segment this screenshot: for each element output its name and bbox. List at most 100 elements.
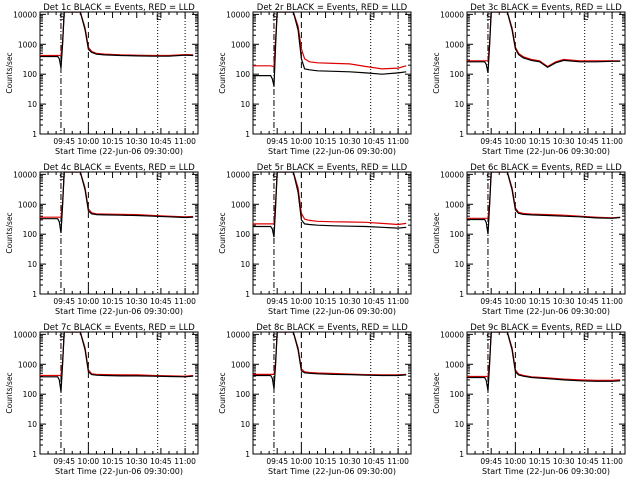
time-marker-label: S (272, 173, 278, 183)
x-axis-label: Start Time (22-Jun-06 09:30:00) (268, 307, 396, 316)
y-tick-label: 1 (459, 130, 464, 139)
y-tick-label: 10 (454, 420, 464, 429)
y-tick-label: 1000 (18, 200, 37, 209)
plot-frame (252, 171, 412, 295)
y-tick-label: 100 (450, 390, 465, 399)
y-axis-label: Counts/sec (218, 372, 227, 413)
panel-title: Det 3c BLACK = Events, RED = LLD (470, 3, 622, 13)
y-tick-label: 1000 (445, 200, 464, 209)
series-events-line (40, 12, 194, 69)
x-tick-label: 10:15 (102, 457, 124, 466)
y-tick-label: 1000 (231, 40, 250, 49)
plot-frame (252, 11, 412, 135)
x-tick-label: 10:30 (339, 457, 361, 466)
x-tick-label: 10:45 (363, 457, 385, 466)
x-tick-label: 11:00 (174, 137, 196, 146)
y-tick-label: 1000 (231, 360, 250, 369)
y-tick-label: 100 (450, 70, 465, 79)
panel-det-1: Det 1c BLACK = Events, RED = LLD 1 10 100 10… (5, 3, 199, 156)
x-tick-label: 10:45 (150, 297, 172, 306)
x-tick-label: 10:15 (315, 137, 337, 146)
panel-det-6: Det 6c BLACK = Events, RED = LLD 1 10 100 10… (432, 163, 626, 316)
series-events-line (467, 332, 621, 391)
x-tick-label: 09:45 (480, 297, 502, 306)
y-tick-label: 1 (459, 450, 464, 459)
y-tick-label: 100 (236, 230, 251, 239)
y-axis-label: Counts/sec (432, 212, 441, 253)
x-tick-label: 10:45 (150, 137, 172, 146)
time-marker-label: S (59, 173, 65, 183)
time-marker-label: S (272, 333, 278, 343)
x-tick-label: 11:00 (387, 457, 409, 466)
y-tick-label: 1 (32, 130, 37, 139)
plot-frame (39, 171, 199, 295)
y-tick-label: 1000 (18, 40, 37, 49)
time-marker-label: E (156, 173, 162, 183)
series-events-line (467, 172, 621, 235)
y-tick-label: 1 (245, 290, 250, 299)
y-axis-label: Counts/sec (5, 52, 14, 93)
plot-frame (252, 331, 412, 455)
y-tick-label: 10000 (13, 170, 37, 179)
x-tick-label: 10:15 (529, 297, 551, 306)
x-tick-label: 10:30 (126, 297, 148, 306)
y-tick-label: 100 (23, 230, 38, 239)
x-axis-label: Start Time (22-Jun-06 09:30:00) (482, 307, 610, 316)
y-axis-label: Counts/sec (432, 52, 441, 93)
y-tick-label: 1 (245, 130, 250, 139)
y-tick-label: 1000 (445, 360, 464, 369)
x-tick-label: 09:45 (480, 137, 502, 146)
y-tick-label: 1 (459, 290, 464, 299)
time-marker-label: S (486, 333, 492, 343)
series-lld-line (253, 12, 407, 70)
x-tick-label: 10:00 (291, 457, 313, 466)
y-tick-label: 10 (454, 260, 464, 269)
x-tick-label: 10:45 (577, 137, 599, 146)
y-tick-label: 10000 (226, 10, 250, 19)
plot-frame (466, 171, 626, 295)
panel-title: Det 9c BLACK = Events, RED = LLD (470, 323, 622, 333)
x-tick-label: 10:15 (529, 137, 551, 146)
panel-title: Det 1c BLACK = Events, RED = LLD (43, 3, 195, 13)
x-tick-label: 10:15 (529, 457, 551, 466)
x-tick-label: 10:30 (339, 137, 361, 146)
x-tick-label: 10:45 (577, 297, 599, 306)
panel-det-9: Det 9c BLACK = Events, RED = LLD 1 10 100 10… (432, 323, 626, 476)
time-marker-label: E (369, 13, 375, 23)
time-marker-label: E (369, 333, 375, 343)
y-axis-label: Counts/sec (5, 372, 14, 413)
time-marker-label: E (583, 173, 589, 183)
x-tick-label: 10:45 (150, 457, 172, 466)
x-tick-label: 10:30 (553, 137, 575, 146)
x-tick-label: 11:00 (387, 297, 409, 306)
y-tick-label: 100 (236, 70, 251, 79)
series-events-line (253, 172, 407, 238)
x-axis-label: Start Time (22-Jun-06 09:30:00) (268, 467, 396, 476)
x-tick-label: 11:00 (601, 457, 623, 466)
panel-det-7: Det 7c BLACK = Events, RED = LLD 1 10 100 10… (5, 323, 199, 476)
y-tick-label: 10000 (440, 170, 464, 179)
y-tick-label: 10000 (13, 330, 37, 339)
series-events-line (253, 12, 407, 87)
x-tick-label: 10:00 (505, 457, 527, 466)
x-axis-label: Start Time (22-Jun-06 09:30:00) (55, 467, 183, 476)
x-tick-label: 10:00 (78, 137, 100, 146)
y-tick-label: 10000 (13, 10, 37, 19)
time-marker-label: S (59, 333, 65, 343)
x-tick-label: 10:00 (78, 297, 100, 306)
y-tick-label: 100 (23, 70, 38, 79)
panel-det-3: Det 3c BLACK = Events, RED = LLD 1 10 100 10… (432, 3, 626, 156)
x-tick-label: 09:45 (53, 137, 75, 146)
panel-det-4: Det 4c BLACK = Events, RED = LLD 1 10 100 10… (5, 163, 199, 316)
y-tick-label: 10 (240, 420, 250, 429)
y-axis-label: Counts/sec (432, 372, 441, 413)
x-tick-label: 11:00 (174, 457, 196, 466)
x-tick-label: 09:45 (266, 457, 288, 466)
y-tick-label: 10000 (226, 330, 250, 339)
panel-title: Det 2r BLACK = Events, RED = LLD (257, 3, 408, 13)
x-tick-label: 10:45 (363, 137, 385, 146)
plot-frame (39, 11, 199, 135)
x-axis-label: Start Time (22-Jun-06 09:30:00) (268, 147, 396, 156)
y-tick-label: 10000 (226, 170, 250, 179)
y-tick-label: 10 (27, 260, 37, 269)
